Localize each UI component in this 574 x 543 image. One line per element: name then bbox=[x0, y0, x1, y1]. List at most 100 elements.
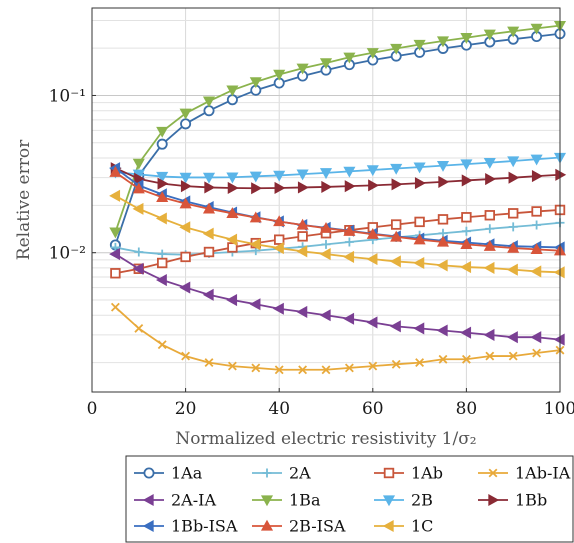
data-point-2b-isa bbox=[460, 238, 473, 250]
data-point-2b bbox=[273, 170, 286, 182]
legend: 1Aa 2A 1Ab 1Ab-IA 2A-IA 1Ba 2B 1Bb 1Bb-ISA 2B-ISA… bbox=[125, 455, 574, 543]
legend-entry-1bb-isa: 1Bb-ISA bbox=[134, 517, 238, 536]
data-point-1c bbox=[296, 245, 308, 258]
data-point-2a-ia bbox=[343, 312, 355, 325]
y-axis-label: Relative error bbox=[14, 139, 34, 260]
data-point-1c bbox=[109, 189, 121, 202]
legend-label: 1Aa bbox=[171, 464, 203, 483]
data-point-1ba bbox=[273, 69, 286, 81]
data-point-2a-ia bbox=[319, 309, 331, 322]
legend-swatch-marker bbox=[382, 495, 396, 507]
series-1aa bbox=[109, 28, 566, 251]
data-point-1bb bbox=[227, 181, 239, 195]
data-point-2a bbox=[461, 226, 471, 236]
x-tick-label: 100 bbox=[544, 399, 574, 419]
data-point-1bb bbox=[297, 181, 309, 194]
legend-label: 1Ab-IA bbox=[515, 464, 571, 483]
data-point-2a-ia bbox=[366, 316, 378, 329]
series-2a-ia bbox=[109, 248, 565, 346]
data-point-1ba bbox=[530, 23, 543, 35]
data-point-1ba bbox=[413, 39, 426, 51]
legend-entry-2a: 2A bbox=[252, 464, 311, 483]
data-point-1ab-ia bbox=[391, 359, 401, 369]
data-point-2a-ia bbox=[132, 262, 144, 275]
data-point-2b-isa bbox=[530, 243, 543, 255]
data-point-1ab-ia bbox=[321, 365, 331, 375]
plot-frame bbox=[91, 7, 561, 393]
data-point-2b bbox=[413, 162, 426, 174]
data-point-1c bbox=[366, 253, 378, 266]
data-point-1ab-ia bbox=[157, 340, 167, 350]
data-point-1ab-ia bbox=[415, 358, 425, 368]
data-point-2b bbox=[296, 169, 309, 181]
series-2b-isa bbox=[109, 165, 567, 256]
data-point-1ab-ia bbox=[227, 361, 237, 371]
data-point-1aa bbox=[203, 105, 215, 117]
data-point-1bb bbox=[531, 170, 543, 183]
data-point-2a-ia bbox=[530, 331, 542, 344]
data-point-2b-isa bbox=[319, 222, 333, 233]
data-point-1ba bbox=[483, 29, 496, 41]
data-point-2b bbox=[507, 156, 520, 168]
data-point-1bb bbox=[438, 175, 450, 188]
data-point-1c bbox=[506, 263, 518, 276]
data-point-1c bbox=[272, 242, 284, 255]
data-point-1ab-ia bbox=[461, 354, 471, 364]
data-point-2b-isa bbox=[202, 202, 216, 214]
data-point-1ab bbox=[390, 219, 402, 230]
data-point-1ab bbox=[461, 212, 472, 223]
data-point-1aa bbox=[156, 138, 168, 150]
data-point-1ab-ia bbox=[298, 365, 308, 375]
ticks: 0 20 40 60 80 100 10⁻² 10⁻¹ bbox=[49, 86, 574, 419]
data-point-2a-ia bbox=[109, 248, 121, 261]
legend-entry-2b-isa: 2B-ISA bbox=[252, 517, 346, 536]
data-point-1c bbox=[460, 261, 472, 274]
data-point-1bb bbox=[555, 168, 567, 181]
data-point-1ab-ia bbox=[181, 351, 191, 361]
x-tick-label: 0 bbox=[87, 399, 98, 419]
data-point-1ba bbox=[507, 26, 520, 38]
data-point-2a bbox=[532, 220, 542, 230]
data-point-1ba bbox=[109, 227, 122, 239]
data-point-1ab-ia bbox=[204, 358, 214, 368]
data-point-1bb bbox=[157, 177, 169, 190]
data-point-1bb bbox=[368, 179, 380, 192]
data-point-1bb bbox=[461, 174, 473, 187]
data-point-1c bbox=[530, 265, 542, 278]
series-2b bbox=[109, 152, 567, 184]
data-point-2a bbox=[110, 242, 120, 252]
data-point-2b-isa bbox=[226, 207, 239, 218]
legend-swatch-marker bbox=[260, 519, 274, 531]
data-point-1bb bbox=[508, 171, 520, 184]
data-point-2b bbox=[179, 172, 192, 184]
data-point-2a-ia bbox=[413, 322, 425, 335]
series-1ba bbox=[109, 20, 567, 239]
data-point-1ab bbox=[203, 246, 215, 258]
data-point-2a-ia bbox=[226, 293, 238, 307]
legend-label: 1Ba bbox=[289, 491, 321, 510]
data-point-2b-isa bbox=[132, 182, 145, 194]
data-point-1c bbox=[155, 212, 167, 225]
series-1bb bbox=[110, 162, 567, 195]
data-point-2a-ia bbox=[202, 288, 214, 301]
legend-swatch-marker bbox=[488, 468, 498, 478]
data-point-2a bbox=[157, 249, 167, 259]
data-point-1ba bbox=[179, 108, 192, 120]
legend-swatch-marker bbox=[143, 467, 155, 479]
data-point-1aa bbox=[226, 94, 238, 106]
data-point-2a-ia bbox=[272, 302, 284, 315]
data-point-1bb bbox=[134, 172, 146, 185]
data-point-1ab bbox=[531, 206, 542, 217]
legend-entry-1bb: 1Bb bbox=[478, 491, 547, 510]
data-point-2b-isa bbox=[179, 197, 192, 209]
data-point-2b bbox=[343, 166, 356, 178]
data-point-1ab-ia bbox=[344, 363, 354, 373]
data-point-1ab-ia bbox=[485, 351, 495, 361]
x-tick-label: 40 bbox=[268, 399, 290, 419]
data-point-2b-isa bbox=[390, 230, 403, 242]
data-point-1ab-ia bbox=[532, 348, 542, 358]
legend-label: 2A-IA bbox=[171, 491, 216, 510]
data-point-2b bbox=[226, 172, 239, 184]
data-point-1ab-ia bbox=[274, 365, 284, 375]
series-line-2b bbox=[115, 156, 561, 179]
